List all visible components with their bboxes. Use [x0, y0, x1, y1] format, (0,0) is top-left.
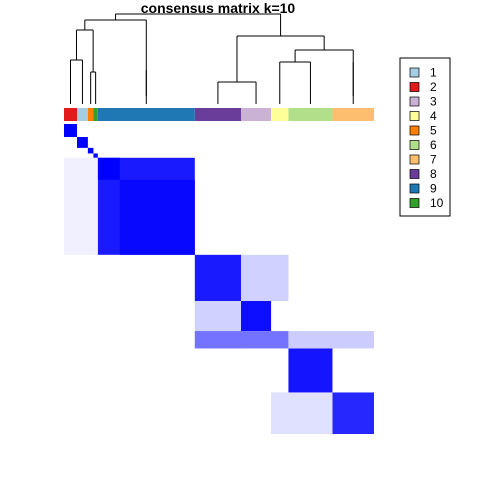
legend-label-3: 3 [430, 95, 437, 109]
annotation-segment-cluster-9 [97, 108, 195, 121]
annotation-segment-cluster-2 [64, 108, 78, 121]
chart-title: consensus matrix k=10 [141, 0, 296, 16]
legend-label-5: 5 [430, 124, 437, 138]
heatmap-block-0 [64, 124, 78, 138]
legend-swatch-3 [409, 96, 420, 107]
cluster-annotation-bar [64, 108, 374, 121]
legend-frame [399, 57, 451, 217]
heatmap-block-15 [288, 331, 374, 349]
heatmap-block-5 [97, 157, 120, 180]
legend-label-4: 4 [430, 109, 437, 123]
legend-label-9: 9 [430, 182, 437, 196]
legend-label-10: 10 [430, 196, 444, 210]
annotation-segment-cluster-5 [87, 108, 94, 121]
heatmap-block-11 [194, 331, 289, 349]
heatmap-block-12 [288, 348, 333, 393]
annotation-segment-cluster-3 [241, 108, 272, 121]
heatmap-block-1 [77, 137, 88, 148]
legend-label-6: 6 [430, 138, 437, 152]
heatmap-block-16 [64, 157, 98, 255]
legend-swatch-8 [409, 169, 420, 179]
annotation-segment-cluster-1 [77, 108, 88, 121]
heatmap-block-6 [119, 179, 195, 255]
heatmap-block-7 [194, 254, 242, 302]
column-dendrogram [70, 13, 354, 104]
annotation-segment-cluster-6 [288, 108, 333, 121]
legend-swatch-4 [409, 111, 420, 121]
legend-swatch-7 [409, 154, 420, 165]
consensus-matrix [64, 124, 374, 434]
annotation-segment-cluster-8 [194, 108, 242, 121]
legend-swatch-5 [409, 125, 420, 136]
heatmap-block-3 [93, 153, 98, 158]
legend-label-8: 8 [430, 167, 437, 181]
legend-label-1: 1 [430, 66, 437, 80]
heatmap-block-8 [241, 301, 272, 332]
legend-label-7: 7 [430, 153, 437, 167]
annotation-segment-cluster-4 [271, 108, 289, 121]
legend-label-2: 2 [430, 80, 437, 94]
heatmap-block-2 [87, 147, 94, 154]
annotation-segment-cluster-10 [93, 108, 98, 121]
legend-swatch-10 [409, 198, 420, 208]
annotation-segment-cluster-7 [332, 108, 374, 121]
legend-swatch-1 [409, 67, 420, 78]
heatmap-block-14 [271, 392, 333, 434]
legend-swatch-9 [409, 183, 420, 194]
heatmap-block-9 [241, 254, 289, 302]
legend-swatch-6 [409, 140, 420, 150]
heatmap-block-13 [332, 392, 374, 434]
legend-swatch-2 [409, 82, 420, 92]
